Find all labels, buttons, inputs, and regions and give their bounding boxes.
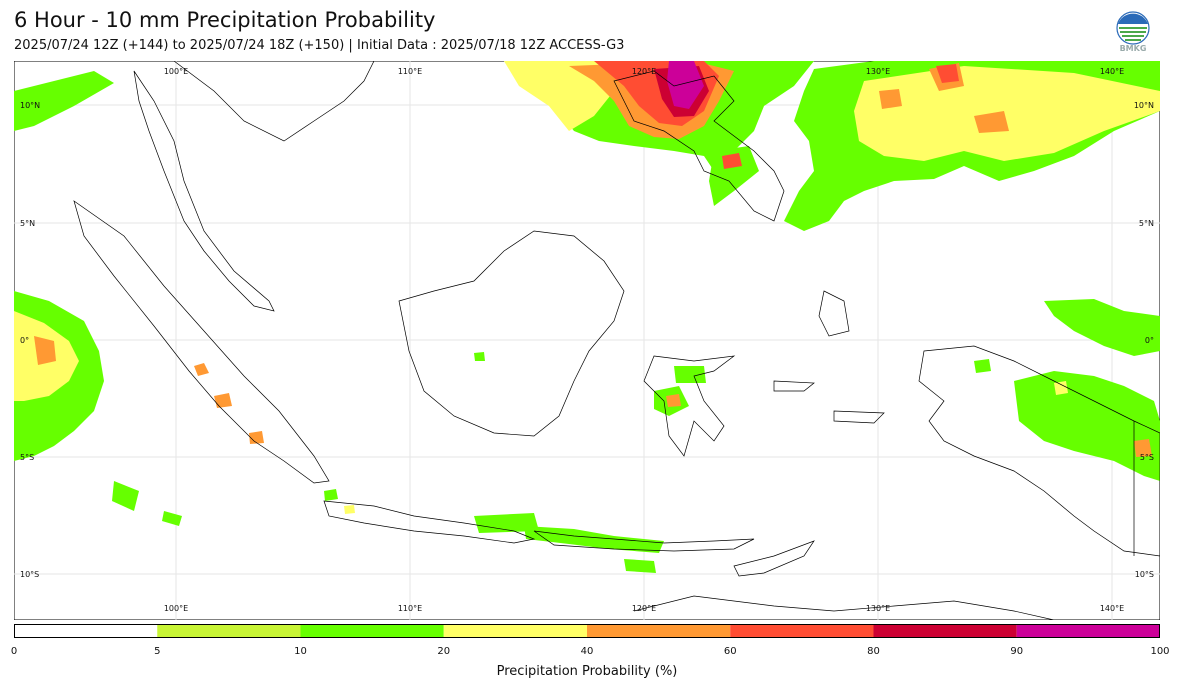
lon-label-bottom: 110°E	[398, 604, 422, 613]
colorbar-bin	[873, 624, 1017, 638]
lon-label-top: 140°E	[1100, 67, 1124, 76]
coast-sulawesi	[643, 355, 736, 457]
colorbar-tick-label: 40	[580, 646, 594, 657]
lat-label-left: 5°N	[20, 219, 35, 228]
lat-label-right: 0°	[1145, 336, 1154, 345]
lon-labels-top: 100°E 110°E 120°E 130°E 140°E	[164, 67, 1124, 76]
colorbar-bin	[14, 624, 158, 638]
lat-label-left: 10°N	[20, 101, 40, 110]
precip-field-northeast	[784, 61, 1160, 231]
lon-label-top: 120°E	[632, 67, 656, 76]
colorbar-bin	[157, 624, 301, 638]
logo-text: BMKG	[1119, 44, 1147, 53]
coast-australia-north	[633, 595, 1055, 620]
colorbar-bin	[300, 624, 444, 638]
lon-label-bottom: 100°E	[164, 604, 188, 613]
colorbar-tick-label: 0	[10, 646, 18, 657]
precip-field-philippines	[504, 61, 814, 206]
colorbar-bin	[1016, 624, 1160, 638]
lat-label-right: 10°S	[1135, 570, 1154, 579]
precip-field-scattered	[194, 352, 991, 573]
lat-label-left: 10°S	[20, 570, 39, 579]
lon-label-bottom: 130°E	[866, 604, 890, 613]
map-subtitle: 2025/07/24 12Z (+144) to 2025/07/24 18Z …	[14, 38, 625, 53]
coast-java	[323, 500, 536, 544]
coast-papua	[918, 345, 1160, 557]
coastlines	[73, 61, 1160, 620]
colorbar-bin	[443, 624, 587, 638]
coast-malay-peninsula	[133, 70, 275, 312]
coast-nusa-tenggara	[533, 530, 755, 552]
map-title: 6 Hour - 10 mm Precipitation Probability	[14, 8, 436, 32]
colorbar-tick-label: 10	[294, 646, 307, 657]
colorbar-tick-label: 90	[1010, 646, 1024, 657]
coast-borneo	[398, 230, 625, 437]
lon-label-bottom: 120°E	[632, 604, 656, 613]
colorbar-tick-label: 5	[154, 646, 161, 657]
colorbar-bin	[730, 624, 874, 638]
bmkg-logo-icon	[1116, 11, 1150, 45]
coast-sumatra	[73, 200, 330, 484]
colorbar-tick-label: 80	[867, 646, 880, 657]
coast-timor	[733, 540, 815, 577]
colorbar-tick-label: 20	[437, 646, 451, 657]
coast-philippines	[613, 70, 785, 222]
lon-label-top: 130°E	[866, 67, 890, 76]
lat-label-right: 5°S	[1140, 453, 1154, 462]
lon-label-top: 110°E	[398, 67, 422, 76]
colorbar-tick-label: 100	[1150, 646, 1170, 657]
lat-label-left: 5°S	[20, 453, 34, 462]
colorbar-label: Precipitation Probability (%)	[496, 664, 678, 679]
colorbar	[14, 624, 1160, 638]
lat-label-right: 5°N	[1139, 219, 1154, 228]
lat-label-left: 0°	[20, 336, 29, 345]
coast-maluku	[773, 290, 885, 424]
lat-label-right: 10°N	[1134, 101, 1154, 110]
precip-field-east-papua	[1014, 299, 1160, 481]
colorbar-frame	[14, 624, 1160, 638]
lat-labels-right: 10°N 5°N 0° 5°S 10°S	[1134, 101, 1154, 579]
lat-labels-left: 10°N 5°N 0° 5°S 10°S	[20, 101, 40, 579]
precip-field-west-sumatra-ocean	[14, 71, 182, 526]
coast-indochina	[173, 61, 375, 142]
lon-labels-bottom: 100°E 110°E 120°E 130°E 140°E	[164, 604, 1124, 613]
colorbar-bin	[587, 624, 731, 638]
lon-label-top: 100°E	[164, 67, 188, 76]
precipitation-map: 100°E 110°E 120°E 130°E 140°E 100°E 110°…	[14, 61, 1160, 620]
lon-label-bottom: 140°E	[1100, 604, 1124, 613]
colorbar-tick-label: 60	[723, 646, 737, 657]
